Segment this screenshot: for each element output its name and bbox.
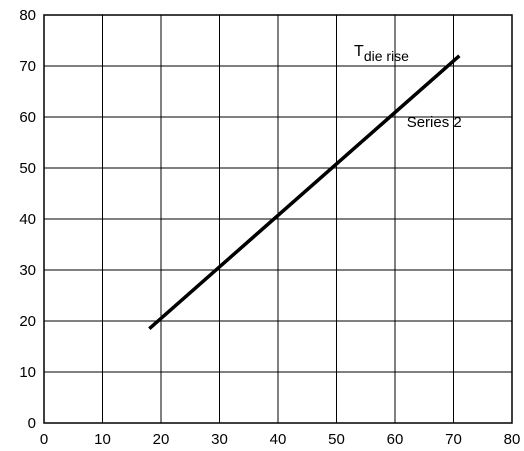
x-tick-label: 10 [94, 431, 111, 448]
x-tick-labels: 0 10 20 30 40 50 60 70 80 [40, 431, 521, 448]
x-tick-label: 0 [40, 431, 48, 448]
x-tick-label: 70 [445, 431, 462, 448]
y-tick-label: 0 [28, 415, 36, 432]
y-tick-label: 60 [19, 109, 36, 126]
tdie-rise-main: T [354, 43, 364, 60]
x-tick-label: 30 [211, 431, 228, 448]
y-tick-label: 80 [19, 7, 36, 24]
y-tick-label: 70 [19, 58, 36, 75]
y-tick-label: 30 [19, 262, 36, 279]
series-line [148, 54, 461, 330]
x-tick-label: 20 [153, 431, 170, 448]
y-tick-labels: 0 10 20 30 40 50 60 70 80 [19, 7, 36, 432]
x-tick-label: 40 [270, 431, 287, 448]
x-tick-label: 50 [328, 431, 345, 448]
annotations: Tdie rise Series 2 [354, 43, 462, 131]
tdie-rise-label: Tdie rise [354, 43, 409, 64]
x-tick-label: 80 [504, 431, 521, 448]
x-tick-label: 60 [387, 431, 404, 448]
tdie-rise-subscript: die rise [364, 48, 409, 64]
grid [44, 15, 512, 423]
y-tick-label: 20 [19, 313, 36, 330]
series-group [148, 54, 461, 330]
y-tick-label: 10 [19, 364, 36, 381]
y-tick-label: 40 [19, 211, 36, 228]
series-2-label: Series 2 [407, 114, 462, 131]
y-tick-label: 50 [19, 160, 36, 177]
